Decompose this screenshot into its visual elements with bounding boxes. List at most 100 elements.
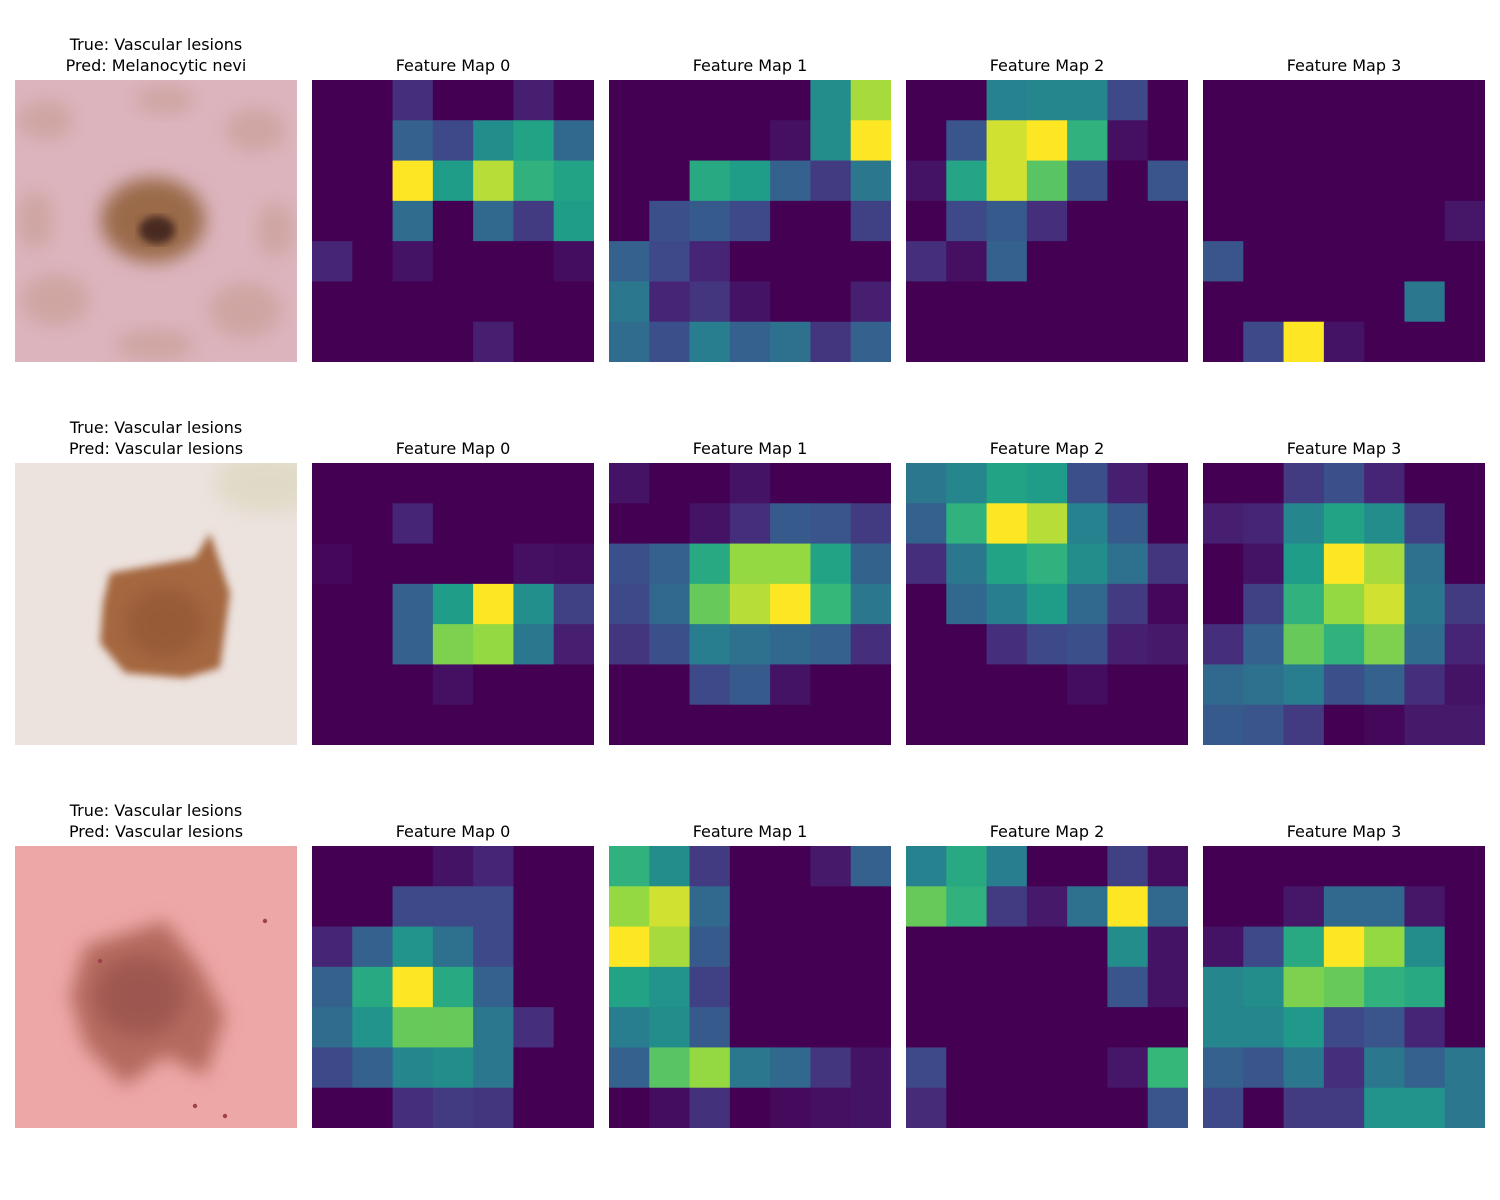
- heatmap-cell: [432, 966, 474, 1008]
- heatmap-cell: [352, 503, 394, 545]
- heatmap-cell: [432, 583, 474, 625]
- heatmap-cell: [513, 704, 555, 745]
- heatmap-cell: [392, 321, 434, 362]
- feature-map-title: Feature Map 1: [609, 438, 891, 459]
- heatmap-cell: [352, 1087, 394, 1128]
- heatmap-cell: [649, 966, 691, 1008]
- heatmap-cell: [352, 543, 394, 585]
- heatmap-cell: [1243, 624, 1285, 666]
- heatmap-cell: [946, 463, 988, 504]
- heatmap-cell: [1067, 160, 1109, 202]
- heatmap-cell: [1107, 846, 1149, 887]
- heatmap-cell: [1147, 704, 1188, 745]
- heatmap-cell: [689, 583, 731, 625]
- heatmap-cell: [1203, 1007, 1244, 1049]
- heatmap-cell: [770, 583, 812, 625]
- heatmap-cell: [392, 966, 434, 1008]
- heatmap-cell: [946, 966, 988, 1008]
- heatmap-cell: [689, 120, 731, 162]
- heatmap-cell: [553, 926, 594, 968]
- heatmap-cell: [770, 321, 812, 362]
- heatmap-cell: [729, 543, 771, 585]
- heatmap-cell: [1404, 241, 1446, 283]
- heatmap-cell: [392, 543, 434, 585]
- skin-highlight: [215, 463, 297, 513]
- heatmap-cell: [850, 1087, 891, 1128]
- heatmap-cell: [1026, 583, 1068, 625]
- heatmap-cell: [392, 704, 434, 745]
- heatmap-cell: [1323, 80, 1365, 121]
- feature-map-title: Feature Map 3: [1203, 55, 1485, 76]
- heatmap-cell: [392, 1007, 434, 1049]
- heatmap-cell: [1026, 846, 1068, 887]
- heatmap-cell: [689, 624, 731, 666]
- heatmap-cell: [946, 543, 988, 585]
- heatmap-cell: [473, 160, 515, 202]
- heatmap-cell: [649, 624, 691, 666]
- heatmap-cell: [1147, 281, 1188, 323]
- heatmap-cell: [1203, 503, 1244, 545]
- heatmap-cell: [473, 321, 515, 362]
- title-text: Feature Map 3: [1286, 439, 1402, 458]
- heatmap-cell: [986, 281, 1028, 323]
- heatmap-cell: [1107, 321, 1149, 362]
- heatmap-cell: [1243, 1087, 1285, 1128]
- feature-map-heatmap: [609, 846, 891, 1128]
- heatmap-cell: [1107, 704, 1149, 745]
- heatmap-cell: [689, 664, 731, 706]
- title-text: Feature Map 1: [692, 822, 808, 841]
- heatmap-cell: [850, 463, 891, 504]
- heatmap-cell: [1203, 321, 1244, 362]
- heatmap-cell: [986, 321, 1028, 362]
- heatmap-cell: [1404, 503, 1446, 545]
- heatmap-cell: [770, 463, 812, 504]
- heatmap-cell: [770, 886, 812, 928]
- heatmap-cell: [1444, 321, 1485, 362]
- heatmap-cell: [850, 503, 891, 545]
- heatmap-cell: [1404, 80, 1446, 121]
- feature-map-title: Feature Map 1: [609, 821, 891, 842]
- heatmap-cell: [1323, 1007, 1365, 1049]
- heatmap-cell: [1444, 846, 1485, 887]
- heatmap-cell: [1444, 966, 1485, 1008]
- heatmap-cell: [432, 503, 474, 545]
- title-text: Feature Map 3: [1286, 56, 1402, 75]
- heatmap-cell: [906, 200, 947, 242]
- heatmap-cell: [1364, 281, 1406, 323]
- heatmap-cell: [1243, 583, 1285, 625]
- skin-lesion-image: [15, 80, 297, 362]
- heatmap-cell: [513, 1047, 555, 1089]
- heatmap-cell: [1203, 846, 1244, 887]
- heatmap-cell: [1147, 846, 1188, 887]
- heatmap-cell: [689, 241, 731, 283]
- heatmap-cell: [1067, 886, 1109, 928]
- heatmap-cell: [1283, 966, 1325, 1008]
- heatmap-cell: [906, 120, 947, 162]
- feature-map-heatmap: [609, 80, 891, 362]
- feature-map-title: Feature Map 1: [609, 55, 891, 76]
- heatmap-cell: [689, 704, 731, 745]
- title-text: Feature Map 3: [1286, 822, 1402, 841]
- heatmap-cell: [1067, 503, 1109, 545]
- heatmap-cell: [352, 664, 394, 706]
- feature-map-title: Feature Map 0: [312, 438, 594, 459]
- heatmap-cell: [986, 1007, 1028, 1049]
- heatmap-cell: [946, 1007, 988, 1049]
- feature-map-title: Feature Map 3: [1203, 821, 1485, 842]
- heatmap-cell: [810, 1087, 852, 1128]
- heatmap-cell: [770, 281, 812, 323]
- heatmap-cell: [810, 200, 852, 242]
- heatmap-cell: [553, 321, 594, 362]
- heatmap-cell: [946, 583, 988, 625]
- label-line: Pred: Melanocytic nevi: [65, 56, 247, 75]
- heatmap-cell: [1404, 583, 1446, 625]
- heatmap-cell: [1364, 1047, 1406, 1089]
- heatmap-cell: [689, 1047, 731, 1089]
- heatmap-cell: [1404, 1087, 1446, 1128]
- heatmap-cell: [1323, 846, 1365, 887]
- heatmap-cell: [649, 160, 691, 202]
- feature-map-title: Feature Map 0: [312, 55, 594, 76]
- heatmap-cell: [1323, 704, 1365, 745]
- heatmap-cell: [392, 160, 434, 202]
- heatmap-cell: [1026, 543, 1068, 585]
